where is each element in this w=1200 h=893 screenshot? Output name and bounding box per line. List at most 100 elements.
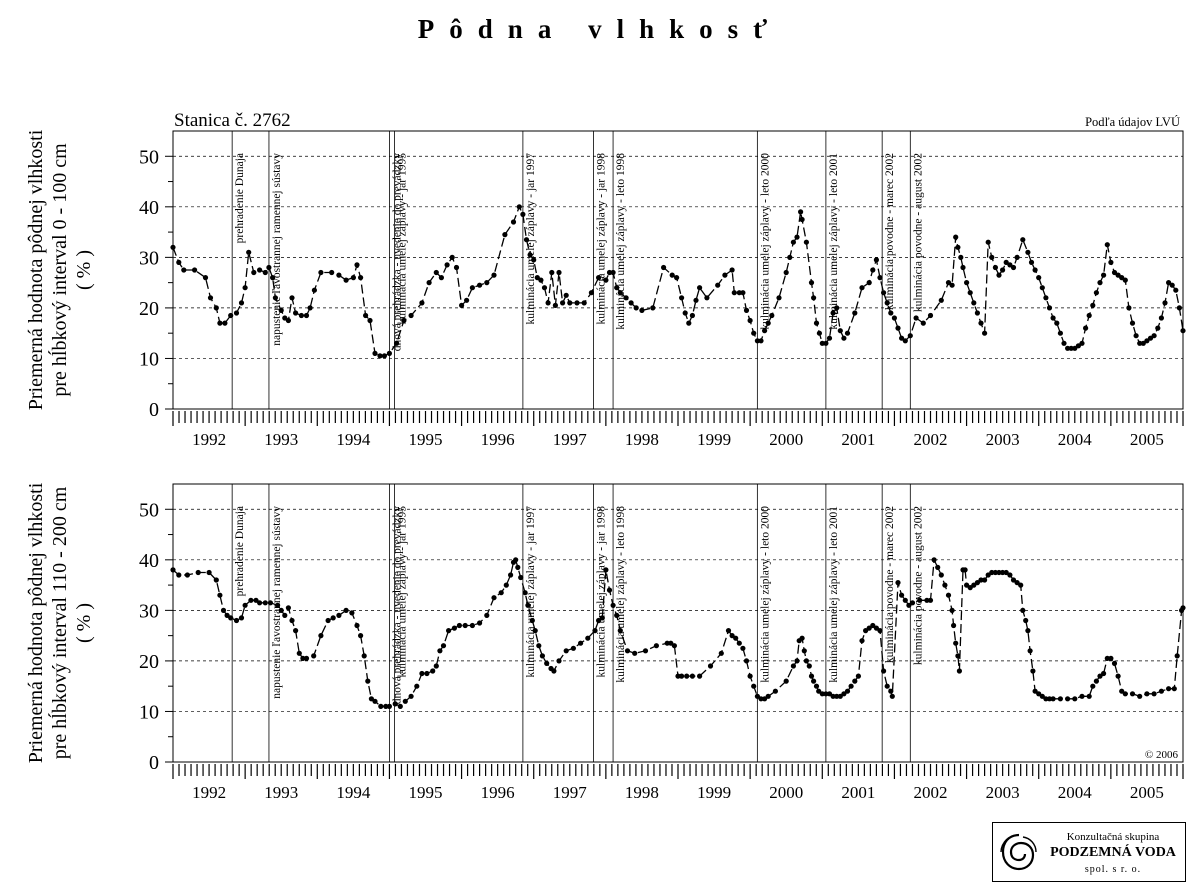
data-point xyxy=(437,648,443,654)
data-point xyxy=(801,648,807,654)
data-point xyxy=(949,607,955,614)
data-point xyxy=(978,320,984,326)
data-point xyxy=(213,577,219,583)
y-axis-label: Priemerná hodnota pôdnej vlhkosti xyxy=(25,482,47,763)
data-point xyxy=(419,300,425,306)
data-point xyxy=(953,640,959,646)
x-year-label: 1995 xyxy=(409,783,443,802)
data-point xyxy=(270,275,276,281)
data-point xyxy=(456,622,462,629)
data-point xyxy=(446,628,452,634)
data-point xyxy=(942,582,948,588)
data-point xyxy=(693,297,699,303)
data-point xyxy=(1119,688,1125,694)
data-point xyxy=(588,290,595,296)
company-logo: Konzultačná skupina PODZEMNÁ VODA spol. … xyxy=(992,822,1186,882)
data-point xyxy=(852,310,858,316)
data-point xyxy=(408,693,414,699)
data-point xyxy=(325,617,331,624)
data-point xyxy=(513,557,519,563)
data-point xyxy=(397,703,403,710)
data-point xyxy=(992,264,999,271)
data-point xyxy=(1043,696,1049,702)
data-point xyxy=(747,317,753,324)
data-point xyxy=(920,320,926,326)
x-year-label: 1996 xyxy=(481,430,515,449)
data-point xyxy=(1014,254,1020,260)
data-point xyxy=(574,300,580,306)
data-point xyxy=(866,280,872,286)
data-point xyxy=(1065,696,1071,702)
x-year-label: 1995 xyxy=(409,430,443,449)
data-point xyxy=(844,330,851,336)
x-year-label: 1996 xyxy=(481,783,515,802)
event-label: kulminácia umelej záplavy - leto 1998 xyxy=(615,506,627,683)
data-point xyxy=(899,335,905,341)
data-point xyxy=(532,628,538,634)
data-point xyxy=(246,249,252,255)
data-point xyxy=(642,648,649,654)
data-point xyxy=(1144,338,1150,344)
data-point xyxy=(278,607,284,614)
data-point xyxy=(982,577,988,583)
data-point xyxy=(1169,282,1175,288)
data-point xyxy=(1176,305,1182,311)
x-year-label: 2004 xyxy=(1058,430,1093,449)
x-year-label: 2001 xyxy=(841,430,875,449)
data-point xyxy=(1032,267,1038,273)
data-point xyxy=(1086,693,1092,699)
data-point xyxy=(451,625,457,631)
data-point xyxy=(633,305,639,311)
data-point xyxy=(1122,691,1128,697)
data-point xyxy=(1039,285,1045,291)
data-point xyxy=(484,612,490,619)
data-point xyxy=(462,622,468,629)
data-point xyxy=(298,312,304,319)
data-point xyxy=(754,338,761,344)
x-year-label: 1992 xyxy=(192,430,226,449)
data-point xyxy=(563,648,569,654)
data-point xyxy=(808,673,815,679)
data-point xyxy=(336,272,342,278)
data-point xyxy=(522,590,528,596)
data-point xyxy=(1079,340,1085,346)
data-point xyxy=(1020,237,1026,243)
data-point xyxy=(560,300,566,306)
data-point xyxy=(1018,582,1024,588)
y-tick-label: 0 xyxy=(149,399,159,421)
data-point xyxy=(1151,333,1157,339)
data-point xyxy=(402,698,408,704)
data-point xyxy=(1054,320,1060,326)
data-point xyxy=(1036,275,1042,281)
data-point xyxy=(207,295,214,301)
data-point xyxy=(697,673,703,679)
data-point xyxy=(372,698,378,704)
data-point xyxy=(285,605,291,611)
data-point xyxy=(679,295,685,301)
data-point xyxy=(1025,628,1031,634)
data-point xyxy=(518,574,524,581)
data-point xyxy=(578,640,584,646)
data-point xyxy=(386,350,392,356)
data-point xyxy=(262,600,268,606)
data-point xyxy=(307,305,313,311)
data-point xyxy=(859,285,865,291)
data-point xyxy=(549,269,555,276)
event-label: kulminácia umelej záplavy - jar 1997 xyxy=(525,153,537,325)
data-point xyxy=(974,310,981,316)
data-point xyxy=(401,317,407,324)
data-point xyxy=(525,602,531,608)
data-point xyxy=(552,302,559,308)
data-point xyxy=(931,557,937,563)
data-point xyxy=(1111,660,1118,667)
data-point xyxy=(617,290,623,296)
data-point xyxy=(329,269,335,276)
data-point xyxy=(515,564,521,571)
data-point xyxy=(361,653,367,659)
source-label: Podľa údajov LVÚ xyxy=(1085,115,1180,129)
data-point xyxy=(228,615,234,621)
y-tick-label: 50 xyxy=(139,146,159,168)
data-point xyxy=(251,269,257,276)
data-point xyxy=(1032,688,1038,694)
